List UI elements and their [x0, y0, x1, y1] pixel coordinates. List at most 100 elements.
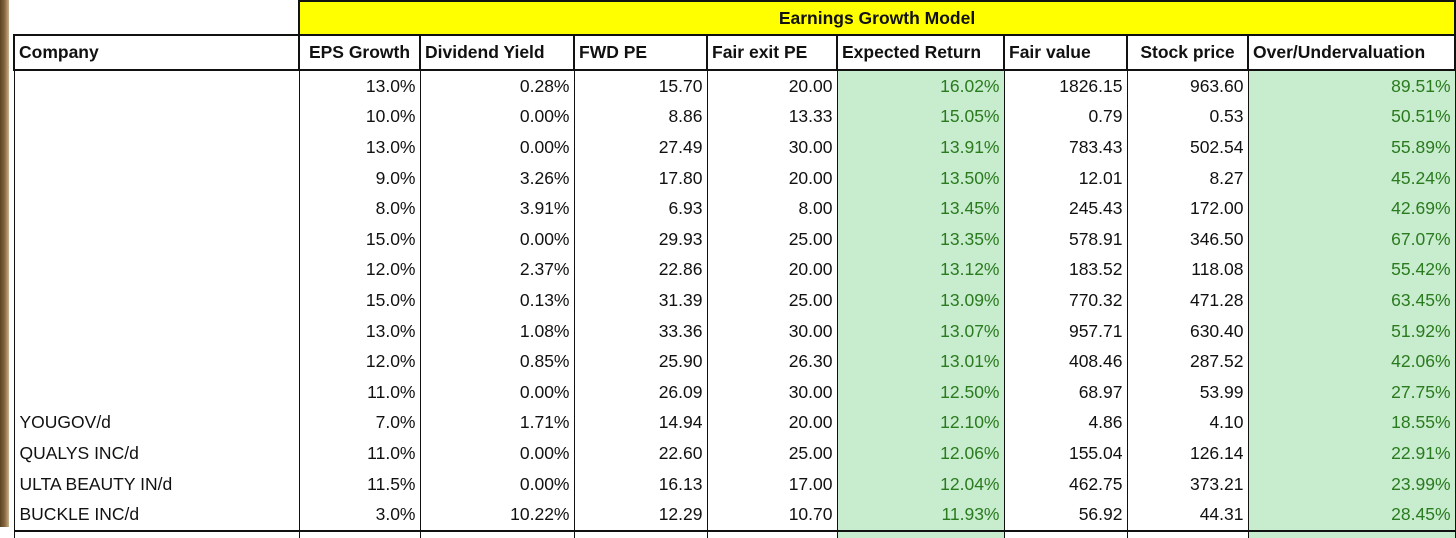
eps-growth-cell[interactable]: 13.0%: [298, 132, 421, 163]
fair-value-cell[interactable]: 68.97: [1003, 376, 1128, 408]
fair-exit-pe-cell[interactable]: 30.00: [706, 315, 838, 347]
over-undervaluation-cell[interactable]: 67.07%: [1247, 223, 1456, 255]
stock-price-cell[interactable]: 287.52: [1126, 346, 1249, 377]
fair-exit-pe-cell[interactable]: 30.00: [706, 376, 838, 408]
header-over-undervaluation[interactable]: Over/Undervaluation: [1246, 34, 1456, 71]
eps-growth-cell[interactable]: 15.0%: [298, 285, 421, 316]
fwd-pe-cell[interactable]: 6.93: [573, 193, 708, 224]
expected-return-cell[interactable]: 13.91%: [836, 132, 1005, 163]
fwd-pe-cell[interactable]: 25.90: [573, 346, 708, 377]
company-cell[interactable]: [13, 132, 300, 163]
eps-growth-cell[interactable]: 13.0%: [298, 70, 421, 102]
stock-price-cell[interactable]: 373.21: [1126, 468, 1249, 500]
eps-growth-cell[interactable]: 3.0%: [298, 499, 421, 531]
fair-exit-pe-cell[interactable]: 20.00: [706, 407, 838, 439]
expected-return-cell[interactable]: 12.04%: [836, 468, 1005, 500]
fwd-pe-cell[interactable]: 14.94: [573, 407, 708, 439]
eps-growth-cell[interactable]: 13.0%: [298, 315, 421, 347]
fair-value-cell[interactable]: 0.79: [1003, 101, 1128, 133]
fwd-pe-cell[interactable]: 8.86: [573, 101, 708, 133]
stock-price-cell[interactable]: 346.50: [1126, 223, 1249, 255]
over-undervaluation-cell[interactable]: 45.24%: [1247, 162, 1456, 194]
over-undervaluation-cell[interactable]: 18.55%: [1247, 407, 1456, 439]
stock-price-cell[interactable]: 4.10: [1126, 407, 1249, 439]
expected-return-cell[interactable]: 12.06%: [836, 438, 1005, 469]
header-eps-growth[interactable]: EPS Growth: [298, 34, 421, 71]
fair-exit-pe-cell[interactable]: 17.00: [706, 468, 838, 500]
fwd-pe-cell[interactable]: 26.09: [573, 376, 708, 408]
fair-exit-pe-cell[interactable]: 10.70: [706, 499, 838, 531]
company-cell[interactable]: BUCKLE INC/d: [13, 499, 300, 531]
company-cell[interactable]: [13, 70, 300, 102]
fwd-pe-cell[interactable]: 31.39: [573, 285, 708, 316]
over-undervaluation-cell[interactable]: 42.69%: [1247, 193, 1456, 224]
over-undervaluation-cell[interactable]: 51.92%: [1247, 315, 1456, 347]
stock-price-cell[interactable]: 118.08: [1126, 254, 1249, 286]
empty-cell[interactable]: [1003, 529, 1128, 538]
fair-exit-pe-cell[interactable]: 25.00: [706, 438, 838, 469]
dividend-yield-cell[interactable]: 3.26%: [419, 162, 575, 194]
dividend-yield-cell[interactable]: 0.00%: [419, 376, 575, 408]
fair-value-cell[interactable]: 183.52: [1003, 254, 1128, 286]
dividend-yield-cell[interactable]: 0.85%: [419, 346, 575, 377]
expected-return-cell[interactable]: 12.50%: [836, 376, 1005, 408]
fwd-pe-cell[interactable]: 29.93: [573, 223, 708, 255]
fair-exit-pe-cell[interactable]: 13.33: [706, 101, 838, 133]
fair-value-cell[interactable]: 770.32: [1003, 285, 1128, 316]
company-cell[interactable]: [13, 162, 300, 194]
company-cell[interactable]: YOUGOV/d: [13, 407, 300, 439]
fair-exit-pe-cell[interactable]: 20.00: [706, 254, 838, 286]
eps-growth-cell[interactable]: 11.0%: [298, 438, 421, 469]
fair-value-cell[interactable]: 462.75: [1003, 468, 1128, 500]
fair-value-cell[interactable]: 12.01: [1003, 162, 1128, 194]
empty-cell[interactable]: [836, 529, 1005, 538]
company-cell[interactable]: [13, 315, 300, 347]
dividend-yield-cell[interactable]: 0.00%: [419, 468, 575, 500]
eps-growth-cell[interactable]: 10.0%: [298, 101, 421, 133]
stock-price-cell[interactable]: 172.00: [1126, 193, 1249, 224]
expected-return-cell[interactable]: 13.45%: [836, 193, 1005, 224]
fair-value-cell[interactable]: 957.71: [1003, 315, 1128, 347]
expected-return-cell[interactable]: 15.05%: [836, 101, 1005, 133]
dividend-yield-cell[interactable]: 1.08%: [419, 315, 575, 347]
fair-exit-pe-cell[interactable]: 20.00: [706, 162, 838, 194]
expected-return-cell[interactable]: 13.50%: [836, 162, 1005, 194]
eps-growth-cell[interactable]: 11.0%: [298, 376, 421, 408]
stock-price-cell[interactable]: 0.53: [1126, 101, 1249, 133]
stock-price-cell[interactable]: 630.40: [1126, 315, 1249, 347]
dividend-yield-cell[interactable]: 0.00%: [419, 223, 575, 255]
fair-exit-pe-cell[interactable]: 25.00: [706, 223, 838, 255]
fwd-pe-cell[interactable]: 33.36: [573, 315, 708, 347]
over-undervaluation-cell[interactable]: 23.99%: [1247, 468, 1456, 500]
over-undervaluation-cell[interactable]: 27.75%: [1247, 376, 1456, 408]
sheet-title[interactable]: Earnings Growth Model: [297, 0, 1456, 35]
empty-cell[interactable]: [573, 529, 708, 538]
company-cell[interactable]: [13, 101, 300, 133]
fair-exit-pe-cell[interactable]: 30.00: [706, 132, 838, 163]
dividend-yield-cell[interactable]: 0.00%: [419, 132, 575, 163]
fair-value-cell[interactable]: 4.86: [1003, 407, 1128, 439]
company-cell[interactable]: [13, 376, 300, 408]
dividend-yield-cell[interactable]: 10.22%: [419, 499, 575, 531]
fwd-pe-cell[interactable]: 17.80: [573, 162, 708, 194]
header-fwd-pe[interactable]: FWD PE: [573, 34, 708, 71]
fair-value-cell[interactable]: 578.91: [1003, 223, 1128, 255]
empty-cell[interactable]: [1247, 529, 1456, 538]
company-cell[interactable]: [13, 285, 300, 316]
stock-price-cell[interactable]: 471.28: [1126, 285, 1249, 316]
empty-cell[interactable]: [1126, 529, 1249, 538]
dividend-yield-cell[interactable]: 0.00%: [419, 438, 575, 469]
header-fair-value[interactable]: Fair value: [1003, 34, 1128, 71]
empty-cell[interactable]: [13, 529, 300, 538]
eps-growth-cell[interactable]: 8.0%: [298, 193, 421, 224]
fwd-pe-cell[interactable]: 16.13: [573, 468, 708, 500]
fair-value-cell[interactable]: 408.46: [1003, 346, 1128, 377]
expected-return-cell[interactable]: 11.93%: [836, 499, 1005, 531]
stock-price-cell[interactable]: 44.31: [1126, 499, 1249, 531]
over-undervaluation-cell[interactable]: 55.89%: [1247, 132, 1456, 163]
fwd-pe-cell[interactable]: 12.29: [573, 499, 708, 531]
expected-return-cell[interactable]: 13.09%: [836, 285, 1005, 316]
over-undervaluation-cell[interactable]: 28.45%: [1247, 499, 1456, 531]
dividend-yield-cell[interactable]: 3.91%: [419, 193, 575, 224]
empty-cell[interactable]: [706, 529, 838, 538]
